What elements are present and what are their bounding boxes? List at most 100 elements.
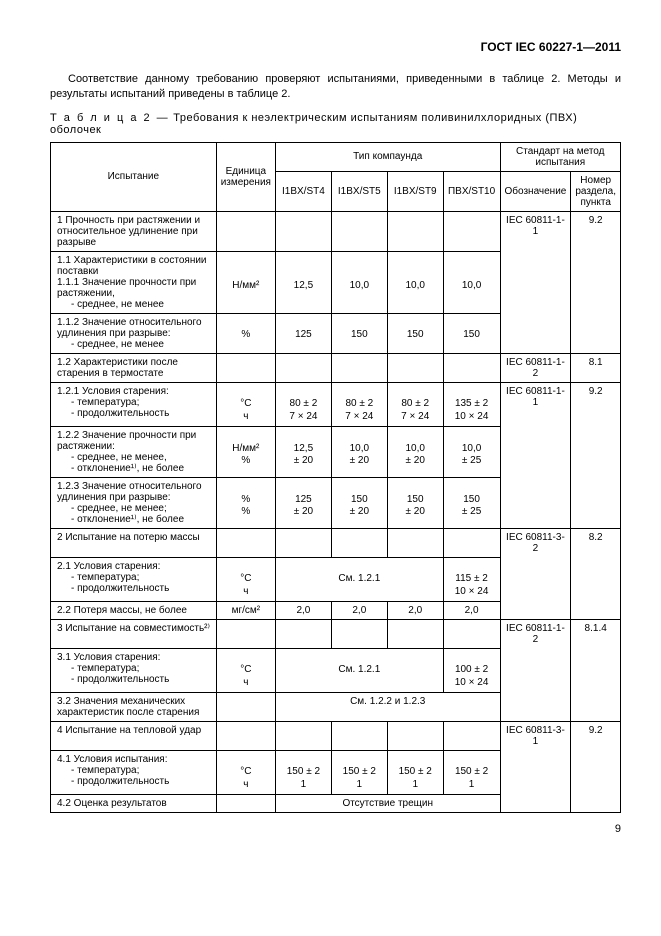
- cell-test: 1.2 Характеристики после старения в терм…: [51, 353, 217, 382]
- t: - температура;: [57, 663, 139, 674]
- v: 10,0: [462, 443, 481, 454]
- th-clause: Номер раздела, пункта: [571, 171, 621, 211]
- t: - продолжительность: [57, 776, 169, 787]
- table-caption: Т а б л и ц а 2 — Требования к неэлектри…: [50, 112, 621, 136]
- intro-paragraph: Соответствие данному требованию проверяю…: [50, 72, 621, 102]
- u: ч: [243, 411, 248, 422]
- cell-cl: [571, 557, 621, 602]
- cell-v: 150: [443, 313, 500, 353]
- cell-unit: °Сч: [216, 750, 275, 795]
- t: - среднее, не менее,: [57, 452, 167, 463]
- requirements-table: Испытание Единица измерения Тип компаунд…: [50, 142, 621, 814]
- v: 10,0: [462, 280, 481, 291]
- v: 10 × 24: [455, 411, 489, 422]
- cell-unit: [216, 693, 275, 722]
- v: 10,0: [405, 443, 424, 454]
- v: 12,5: [294, 280, 313, 291]
- u: ч: [243, 586, 248, 597]
- cell-cl: 9.2: [571, 722, 621, 751]
- table-row: 1.2.2 Значение прочности при растяжении:…: [51, 427, 621, 478]
- v: 125: [295, 494, 312, 505]
- cell-cl: [571, 602, 621, 620]
- cell-cl: [571, 648, 621, 693]
- cell-v: 80 ± 27 × 24: [387, 382, 443, 427]
- cell-span: См. 1.2.1: [275, 557, 443, 602]
- cell-v: [331, 529, 387, 558]
- cell-test: 3 Испытание на совместимость²⁾: [51, 620, 217, 649]
- v: 150: [463, 329, 480, 340]
- cell-cl: [571, 795, 621, 813]
- cell-unit: °Сч: [216, 648, 275, 693]
- cell-test: 4.1 Условия испытания: - температура; - …: [51, 750, 217, 795]
- cell-test: 1.2.2 Значение прочности при растяжении:…: [51, 427, 217, 478]
- t: 2.1 Условия старения:: [57, 561, 160, 572]
- cell-v: [275, 620, 331, 649]
- cell-v: [331, 722, 387, 751]
- cell-v: 10,0: [443, 251, 500, 313]
- t: - продолжительность: [57, 674, 169, 685]
- t: 1.1.2 Значение относительного удлинения …: [57, 317, 202, 339]
- cell-v: [443, 620, 500, 649]
- v: 150 ± 2: [455, 766, 488, 777]
- cell-v: 150 ± 21: [443, 750, 500, 795]
- cell-test: 1 Прочность при растяжении и относительн…: [51, 211, 217, 251]
- cell-v: [275, 211, 331, 251]
- cell-test: 3.2 Значения механических характеристик …: [51, 693, 217, 722]
- cell-v: [331, 620, 387, 649]
- table-row: 1 Прочность при растяжении и относительн…: [51, 211, 621, 251]
- v: 10 × 24: [455, 586, 489, 597]
- cell-v: [443, 529, 500, 558]
- cell-v: [275, 353, 331, 382]
- v: 115 ± 2: [455, 573, 488, 584]
- v: 12,5: [294, 443, 313, 454]
- cell-unit: %%: [216, 478, 275, 529]
- cell-v: 10,0± 20: [331, 427, 387, 478]
- cell-v: [275, 722, 331, 751]
- cell-cl: [571, 251, 621, 313]
- cell-d: IEC 60811-1-1: [500, 382, 571, 427]
- u: Н/мм²: [232, 280, 259, 291]
- cell-d: IEC 60811-3-1: [500, 722, 571, 751]
- v: 150: [351, 494, 368, 505]
- t: - отклонение¹⁾, не более: [57, 514, 184, 525]
- u: °С: [240, 573, 251, 584]
- cell-d: [500, 478, 571, 529]
- v: 7 × 24: [289, 411, 317, 422]
- cell-v: 150± 25: [443, 478, 500, 529]
- cell-unit: °Сч: [216, 382, 275, 427]
- v: См. 1.2.1: [338, 573, 380, 584]
- cell-v: 150 ± 21: [331, 750, 387, 795]
- cell-d: [500, 602, 571, 620]
- cell-v: 150: [387, 313, 443, 353]
- cell-test: 2.2 Потеря массы, не более: [51, 602, 217, 620]
- cell-v: 150 ± 21: [387, 750, 443, 795]
- cell-v: 150 ± 21: [275, 750, 331, 795]
- table-row: 3.1 Условия старения: - температура; - п…: [51, 648, 621, 693]
- t: 1.2.1 Условия старения:: [57, 386, 169, 397]
- th-unit: Единица измерения: [216, 142, 275, 211]
- v: 150 ± 2: [343, 766, 376, 777]
- v: 10 × 24: [455, 677, 489, 688]
- v: 150: [351, 329, 368, 340]
- cell-cl: 9.2: [571, 382, 621, 427]
- table-row: 1.2.1 Условия старения: - температура; -…: [51, 382, 621, 427]
- cell-unit: Н/мм²: [216, 251, 275, 313]
- cell-span: Отсутствие трещин: [275, 795, 500, 813]
- t: 3.1 Условия старения:: [57, 652, 160, 663]
- th-c3: I1BX/ST9: [387, 171, 443, 211]
- cell-unit: [216, 722, 275, 751]
- cell-d: [500, 427, 571, 478]
- cell-v: 10,0± 20: [387, 427, 443, 478]
- cell-d: [500, 795, 571, 813]
- cell-unit: [216, 620, 275, 649]
- t: - температура;: [57, 572, 139, 583]
- cell-d: IEC 60811-1-2: [500, 353, 571, 382]
- t: - температура;: [57, 397, 139, 408]
- cell-v: 100 ± 210 × 24: [443, 648, 500, 693]
- th-c2: I1BX/ST5: [331, 171, 387, 211]
- cell-v: 150± 20: [331, 478, 387, 529]
- v: ± 25: [462, 506, 481, 517]
- cell-v: 10,0: [331, 251, 387, 313]
- v: 1: [412, 779, 418, 790]
- u: Н/мм²: [232, 443, 259, 454]
